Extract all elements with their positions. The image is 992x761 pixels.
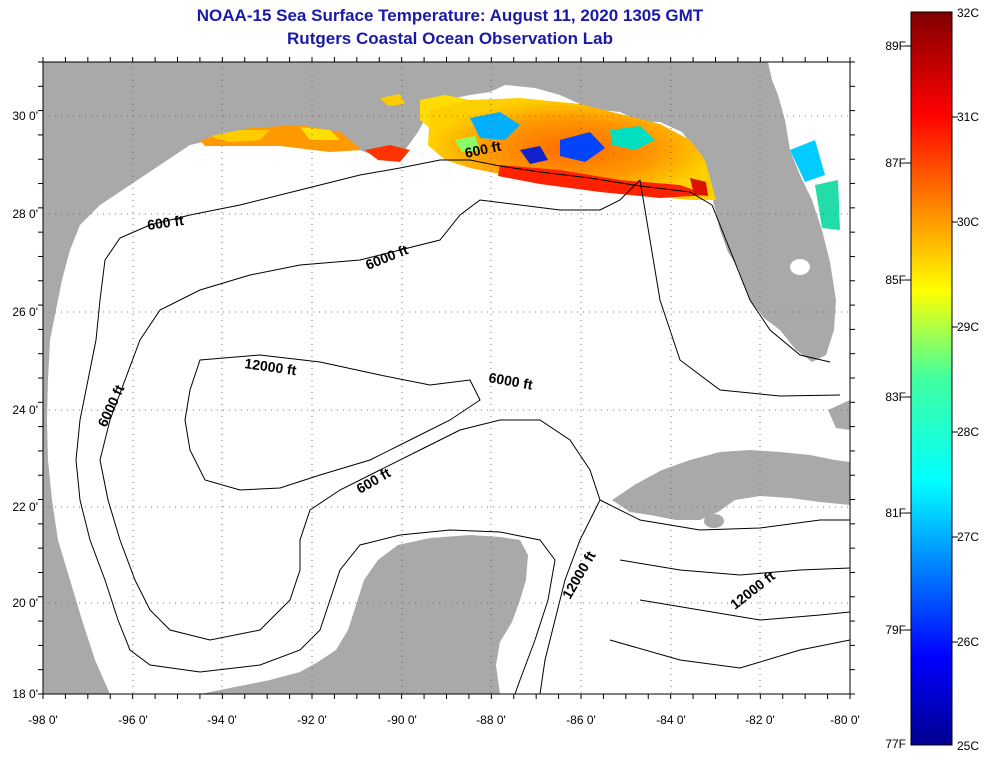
lat-tick-label: 24 0' <box>12 403 38 417</box>
lon-tick-label: -94 0' <box>207 713 237 727</box>
contour-600ft <box>75 159 713 694</box>
colorbar-ticks <box>905 45 958 643</box>
lat-tick-label: 26 0' <box>12 305 38 319</box>
lat-tick-label: 20 0' <box>12 596 38 610</box>
contour-12000ft-caribbean <box>619 559 850 576</box>
contour-12000ft <box>184 354 481 491</box>
contour-strait <box>599 499 850 531</box>
temperature-colorbar: 89F 87F 85F 83F 81F 79F 77F 32C 31C 30C … <box>885 6 979 753</box>
lat-tick-label: 30 0' <box>12 109 38 123</box>
lat-tick-label: 28 0' <box>12 207 38 221</box>
lat-tick-label: 22 0' <box>12 500 38 514</box>
lon-tick-label: -86 0' <box>566 713 596 727</box>
colorbar-c-label: 29C <box>957 320 979 334</box>
contour-12000ft-caribbean-3 <box>609 639 850 669</box>
lon-tick-label: -96 0' <box>118 713 148 727</box>
land-bahamas <box>828 400 850 430</box>
sst-data-swath <box>200 94 840 230</box>
axis-tick-marks <box>38 57 855 699</box>
contour-label-6000-east: 6000 ft <box>487 369 534 393</box>
map-subtitle: Rutgers Coastal Ocean Observation Lab <box>287 29 613 48</box>
lat-tick-label: 18 0' <box>12 687 38 701</box>
colorbar-f-label: 81F <box>885 506 906 520</box>
land-cuba <box>612 450 850 520</box>
colorbar-c-label: 28C <box>957 425 979 439</box>
lon-tick-label: -88 0' <box>476 713 506 727</box>
map-title: NOAA-15 Sea Surface Temperature: August … <box>196 6 704 25</box>
colorbar-c-label: 26C <box>957 635 979 649</box>
land-yucatan-peninsula <box>200 535 528 694</box>
colorbar-c-label: 31C <box>957 110 979 124</box>
land-us-gulf-coast <box>43 62 836 694</box>
longitude-axis: -98 0' -96 0' -94 0' -92 0' -90 0' -88 0… <box>28 713 860 727</box>
lon-tick-label: -92 0' <box>297 713 327 727</box>
contour-label-600-west: 600 ft <box>146 212 185 233</box>
lon-tick-label: -82 0' <box>745 713 775 727</box>
lon-tick-label: -90 0' <box>387 713 417 727</box>
contour-label-12000-center: 12000 ft <box>244 355 298 378</box>
colorbar-f-label: 89F <box>885 39 906 53</box>
lon-tick-label: -98 0' <box>28 713 58 727</box>
contour-label-600-north: 600 ft <box>463 138 502 161</box>
colorbar-c-label: 30C <box>957 215 979 229</box>
bathymetry-contours <box>75 159 850 694</box>
colorbar-f-label: 87F <box>885 156 906 170</box>
graticule <box>43 62 850 694</box>
colorbar-c-label: 25C <box>957 739 979 753</box>
colorbar-c-label: 27C <box>957 530 979 544</box>
latitude-axis: 30 0' 28 0' 26 0' 24 0' 22 0' 20 0' 18 0… <box>12 109 38 701</box>
colorbar-gradient <box>910 11 953 746</box>
contour-6000ft <box>99 179 641 694</box>
lake-okeechobee <box>790 259 810 275</box>
colorbar-f-label: 77F <box>885 737 906 751</box>
land-isla-juventud <box>704 514 724 528</box>
colorbar-f-label: 85F <box>885 273 906 287</box>
colorbar-f-label: 83F <box>885 390 906 404</box>
lon-tick-label: -84 0' <box>656 713 686 727</box>
colorbar-c-label: 32C <box>957 6 979 20</box>
colorbar-f-label: 79F <box>885 623 906 637</box>
lon-tick-label: -80 0' <box>830 713 860 727</box>
contour-6000ft-east <box>639 179 841 397</box>
